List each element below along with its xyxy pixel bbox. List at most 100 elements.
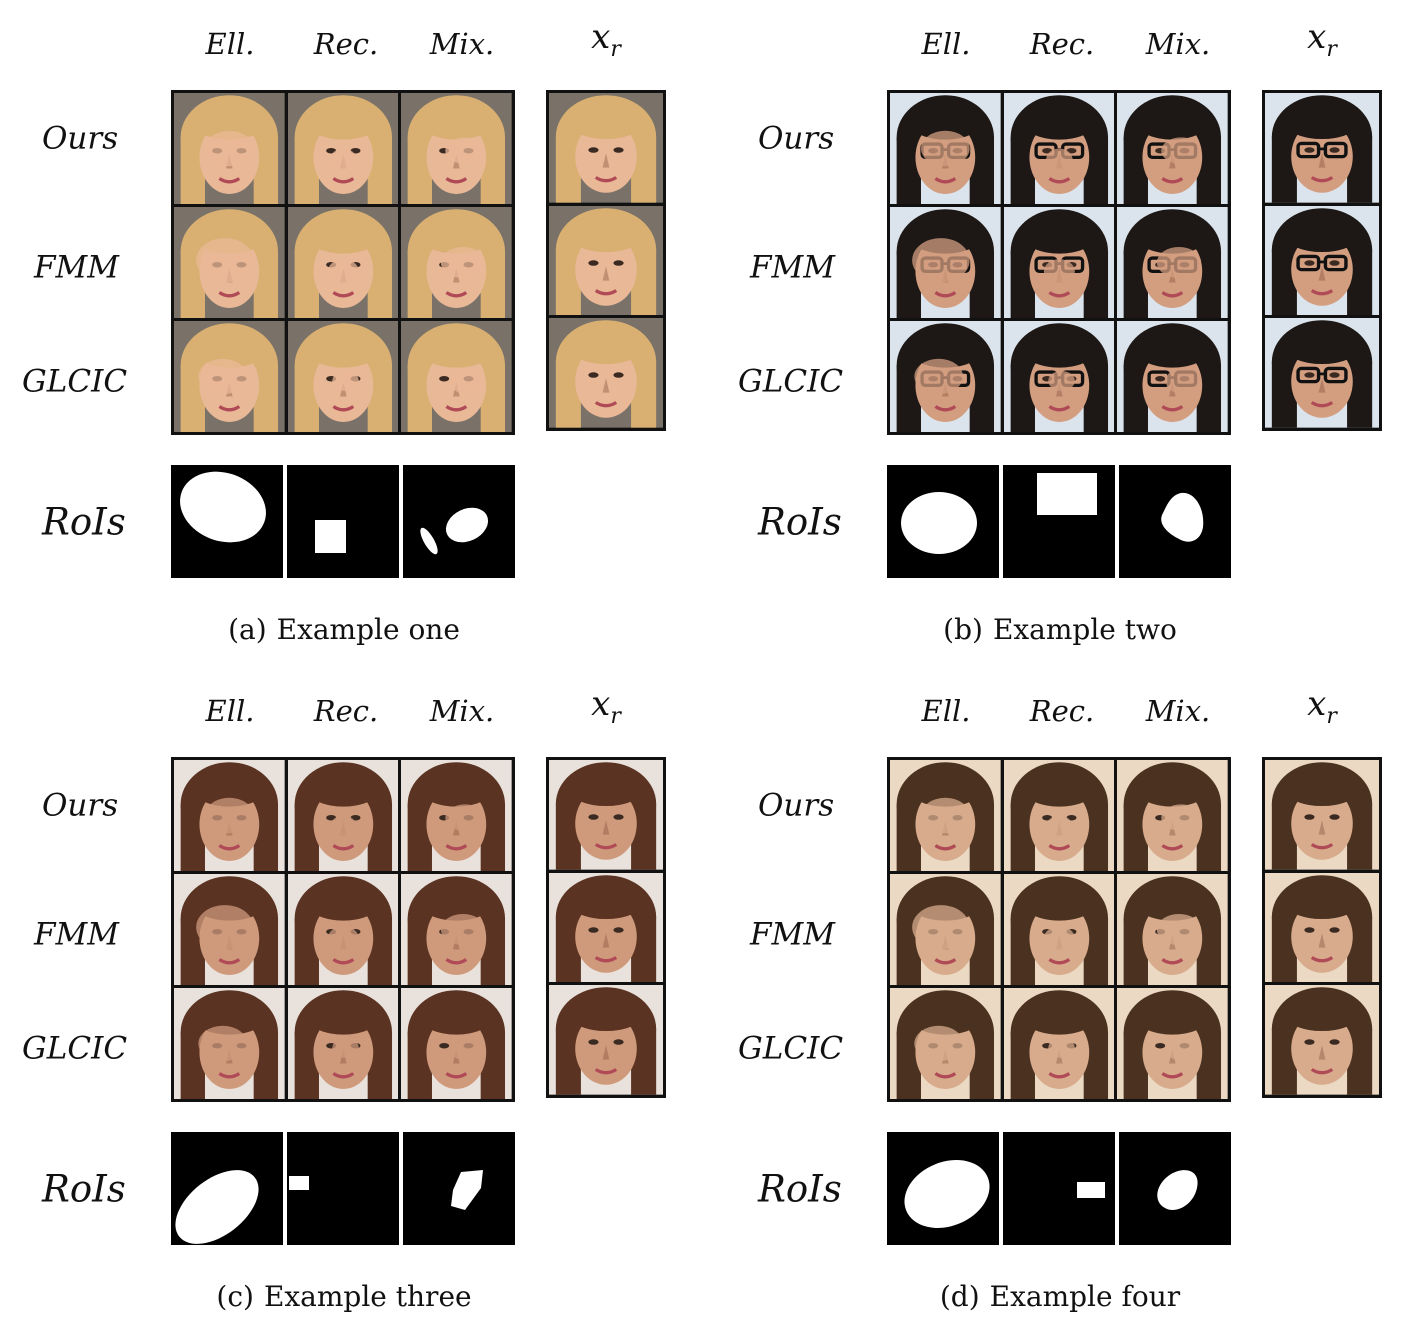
face-thumbnail [1117, 321, 1228, 432]
face-thumbnail [287, 760, 399, 871]
face-thumbnail [1003, 874, 1115, 985]
panel-d: Ell. Rec. Mix. xr Ours FMM GLCIC RoIs (d… [716, 667, 1402, 1334]
face-thumbnail [890, 207, 1001, 318]
face-thumbnail [401, 321, 512, 432]
rois-label: RoIs [758, 1167, 842, 1211]
face-thumbnail [1265, 93, 1379, 203]
face-thumbnail [549, 318, 663, 428]
face-thumbnail [287, 988, 399, 1099]
face-thumbnail [1265, 318, 1379, 428]
roi-ellipse-mask [887, 465, 999, 578]
face-thumbnail [890, 760, 1001, 871]
face-thumbnail [287, 207, 399, 318]
face-thumbnail [174, 988, 285, 1099]
reference-header: xr [591, 684, 621, 729]
face-thumbnail [1003, 760, 1115, 871]
face-thumbnail [1117, 874, 1228, 985]
rois-label: RoIs [42, 500, 126, 544]
roi-masks [887, 1132, 1231, 1245]
col-header-mixed: Mix. [1145, 694, 1211, 728]
col-header-rectangle: Rec. [313, 27, 379, 61]
row-header-ours: Ours [758, 120, 835, 157]
col-header-ellipse: Ell. [921, 694, 971, 728]
roi-mixed-mask [1119, 465, 1231, 578]
face-thumbnail [1117, 207, 1228, 318]
reference-header: xr [1307, 17, 1337, 62]
face-thumbnail [549, 985, 663, 1095]
reference-column [1262, 757, 1382, 1098]
row-header-fmm: FMM [750, 916, 835, 953]
face-thumbnail [1117, 760, 1228, 871]
face-thumbnail [401, 988, 512, 1099]
result-grid [887, 90, 1231, 435]
roi-mixed-mask [403, 465, 515, 578]
row-header-ours: Ours [42, 120, 119, 157]
row-header-ours: Ours [42, 787, 119, 824]
col-header-ellipse: Ell. [205, 694, 255, 728]
caption-a: (a) Example one [228, 613, 460, 646]
reference-column [546, 757, 666, 1098]
face-thumbnail [1265, 985, 1379, 1095]
roi-mixed-mask [403, 1132, 515, 1245]
result-grid [887, 757, 1231, 1102]
face-thumbnail [1003, 207, 1115, 318]
row-header-glcic: GLCIC [22, 1030, 128, 1067]
face-thumbnail [890, 93, 1001, 204]
face-thumbnail [1265, 760, 1379, 870]
col-header-mixed: Mix. [1145, 27, 1211, 61]
face-thumbnail [1117, 93, 1228, 204]
caption-c: (c) Example three [216, 1280, 472, 1313]
face-thumbnail [287, 93, 399, 204]
caption-b: (b) Example two [943, 613, 1177, 646]
roi-rectangle-mask [287, 1132, 399, 1245]
result-grid [171, 90, 515, 435]
face-thumbnail [890, 321, 1001, 432]
col-header-ellipse: Ell. [921, 27, 971, 61]
roi-mixed-mask [1119, 1132, 1231, 1245]
face-thumbnail [174, 760, 285, 871]
col-header-rectangle: Rec. [1029, 27, 1095, 61]
face-thumbnail [401, 207, 512, 318]
row-header-ours: Ours [758, 787, 835, 824]
row-header-glcic: GLCIC [738, 363, 844, 400]
face-thumbnail [890, 988, 1001, 1099]
face-thumbnail [890, 874, 1001, 985]
row-header-glcic: GLCIC [738, 1030, 844, 1067]
face-thumbnail [401, 760, 512, 871]
roi-ellipse-mask [171, 465, 283, 578]
col-header-mixed: Mix. [429, 27, 495, 61]
face-thumbnail [1003, 93, 1115, 204]
reference-header: xr [1307, 684, 1337, 729]
roi-rectangle-mask [1003, 1132, 1115, 1245]
reference-header: xr [591, 17, 621, 62]
face-thumbnail [1265, 872, 1379, 983]
rois-label: RoIs [758, 500, 842, 544]
roi-masks [171, 465, 515, 578]
face-thumbnail [549, 205, 663, 316]
face-thumbnail [1003, 988, 1115, 1099]
face-thumbnail [1117, 988, 1228, 1099]
reference-column [546, 90, 666, 431]
face-thumbnail [287, 321, 399, 432]
roi-rectangle-mask [1003, 465, 1115, 578]
col-header-rectangle: Rec. [313, 694, 379, 728]
row-header-glcic: GLCIC [22, 363, 128, 400]
roi-ellipse-mask [171, 1132, 283, 1245]
row-header-fmm: FMM [34, 249, 119, 286]
face-thumbnail [1265, 205, 1379, 316]
roi-ellipse-mask [887, 1132, 999, 1245]
panel-c: Ell. Rec. Mix. xr Ours FMM GLCIC RoIs (c… [0, 667, 700, 1334]
roi-rectangle-mask [287, 465, 399, 578]
face-thumbnail [549, 760, 663, 870]
face-thumbnail [549, 872, 663, 983]
panel-b: Ell. Rec. Mix. xr Ours FMM GLCIC RoIs (b… [716, 0, 1402, 667]
panel-a: Ell. Rec. Mix. xr Ours FMM GLCIC RoIs (a… [0, 0, 700, 667]
face-thumbnail [549, 93, 663, 203]
roi-masks [887, 465, 1231, 578]
face-thumbnail [174, 207, 285, 318]
reference-column [1262, 90, 1382, 431]
caption-d: (d) Example four [939, 1280, 1181, 1313]
face-thumbnail [174, 874, 285, 985]
col-header-mixed: Mix. [429, 694, 495, 728]
row-header-fmm: FMM [34, 916, 119, 953]
